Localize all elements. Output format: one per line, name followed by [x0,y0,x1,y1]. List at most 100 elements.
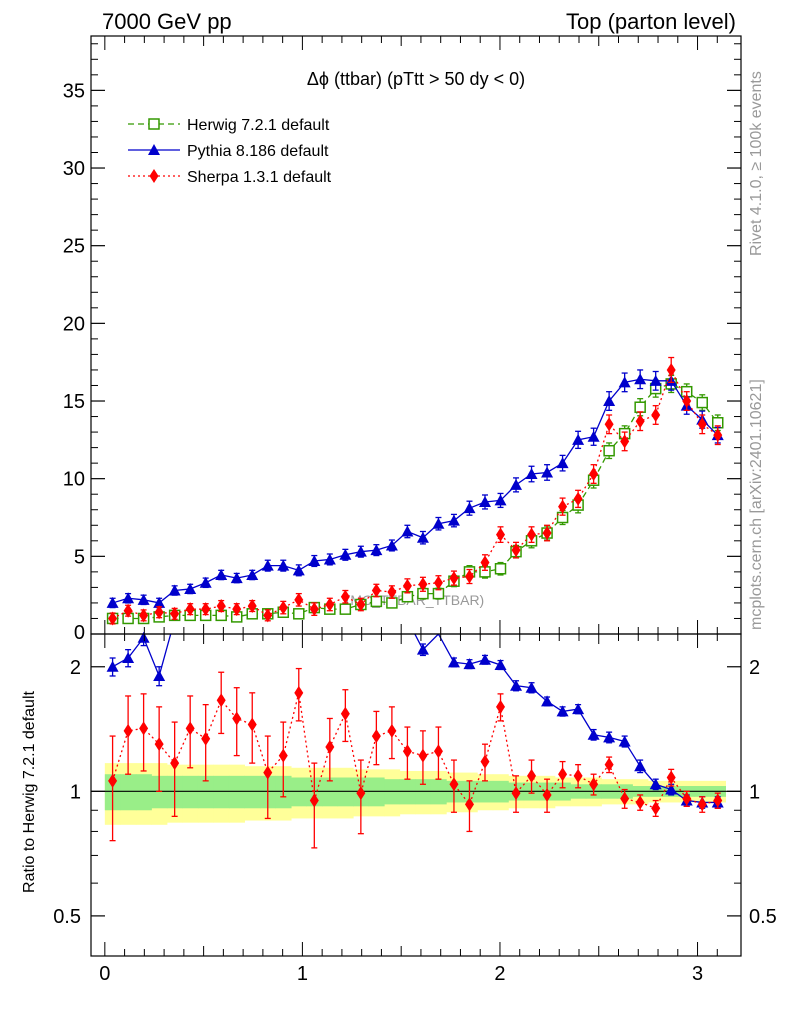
ratio-tick-label-left: 2 [70,657,81,679]
data-point [309,602,319,617]
ratio-point [556,705,569,717]
x-tick-label: 0 [99,963,110,985]
ratio-line [112,634,718,804]
data-point [697,417,707,432]
x-axis: 0 1 2 3 [99,634,718,985]
data-point [263,608,273,623]
green-band-bin [228,775,245,809]
ratio-point [573,768,583,783]
data-point [603,395,616,407]
data-point [603,444,615,457]
data-point [541,466,554,478]
main-y-axis: 5 10 15 20 25 30 35 0 [63,43,741,644]
data-point [666,362,676,377]
ratio-point [263,765,273,780]
data-point [542,526,552,541]
data-point [106,596,119,608]
ratio-plot-frame [90,633,742,957]
rivet-version-label: Rivet 4.1.0, ≥ 100k events [748,71,765,256]
data-point [371,583,381,598]
ratio-point [666,770,676,785]
ratio-point [201,731,211,746]
data-point [108,611,118,626]
data-point [278,600,288,615]
data-point [402,578,412,593]
ratio-point [603,731,616,743]
ratio-point [309,793,319,808]
ratio-point [651,801,661,816]
ratio-point [185,721,195,736]
data-point [247,599,257,614]
ratio-tick-label-left: 1 [70,781,81,803]
data-point [230,572,243,584]
y-zero-label: 0 [74,622,85,644]
x-tick-label: 1 [297,963,308,985]
data-point [308,554,321,566]
ratio-line [111,692,718,810]
ratio-point [433,744,443,759]
data-point [215,568,228,580]
data-point [387,585,397,600]
data-point [494,563,507,575]
data-point [587,430,600,442]
data-point [416,531,429,543]
data-point [478,495,491,507]
ratio-point [542,787,552,802]
data-point [153,596,166,608]
series-line [112,383,719,620]
data-point [651,407,661,422]
data-point [401,525,414,537]
ratio-point [122,651,135,663]
series-line [112,368,719,620]
data-point [339,603,352,615]
ratio-point [108,773,118,788]
ratio-point [340,706,350,721]
data-point [572,433,585,445]
green-band-bin [135,774,152,811]
data-point [168,584,181,596]
mcplots-reference-label: mcplots.cern.ch [arXiv:2401.10621] [748,379,765,630]
y-tick-label: 15 [63,391,85,413]
ratio-point [449,777,459,792]
data-point [137,593,150,605]
data-point [634,373,647,385]
ratio-point [635,795,645,810]
ratio-point [416,643,429,655]
ratio-point [558,767,568,782]
data-point [447,514,460,526]
ratio-point [541,695,554,707]
ratio-uncertainty-bands [104,763,727,825]
ratio-point [620,791,630,806]
ratio-point [139,721,149,736]
data-point [293,608,305,620]
ratio-point [294,685,304,700]
legend-label: Sherpa 1.3.1 default [187,169,332,186]
ratio-series-group [106,631,724,849]
ratio-point [447,656,460,668]
ratio-point [494,658,507,670]
ratio-point [713,793,723,808]
data-point [713,428,723,443]
ratio-point [123,723,133,738]
ratio-tick-label-right: 0.5 [749,906,777,928]
ratio-point [278,748,288,763]
y-tick-label: 10 [63,469,85,491]
data-point [340,589,350,604]
data-point [449,571,459,586]
ratio-point [572,703,585,715]
legend-marker [149,169,159,183]
data-point [620,434,630,449]
ratio-point [371,729,381,744]
ratio-point [356,786,366,801]
data-point [385,539,398,551]
data-point [556,457,569,469]
ratio-point [463,658,476,670]
ratio-point [649,778,662,790]
y-tick-label: 30 [63,158,85,180]
data-point [527,527,537,542]
ratio-point [153,669,166,681]
data-point [170,606,180,621]
data-point [277,559,290,571]
ratio-point [697,797,707,812]
